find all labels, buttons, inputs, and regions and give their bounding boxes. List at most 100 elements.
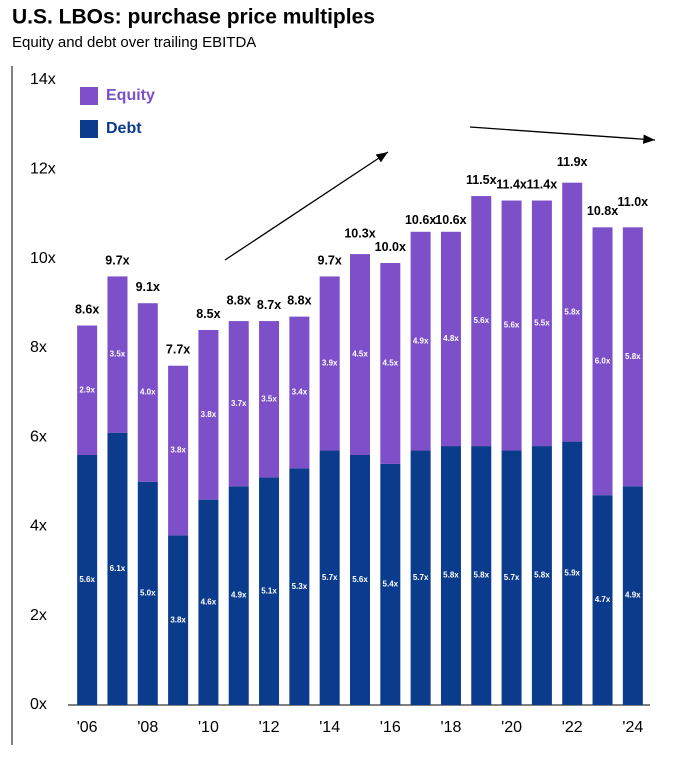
value-label: 5.7x (504, 573, 520, 582)
y-tick-label: 10x (30, 250, 56, 267)
x-tick-label: '14 (319, 719, 340, 736)
bar-segment (77, 325, 98, 455)
total-label: 10.3x (344, 226, 375, 240)
value-label: 5.3x (292, 582, 308, 591)
x-tick-label: '08 (137, 719, 158, 736)
bar-segment (198, 330, 219, 500)
total-label: 8.8x (287, 293, 311, 307)
trend-arrow (469, 126, 656, 144)
total-label: 11.4x (496, 177, 527, 191)
total-label: 11.9x (557, 155, 588, 169)
bar-segment (592, 495, 613, 705)
x-tick-label: '20 (501, 719, 522, 736)
value-label: 6.1x (110, 564, 126, 573)
total-label: 11.0x (618, 195, 649, 209)
total-label: 8.5x (196, 307, 220, 321)
value-label: 3.7x (231, 399, 247, 408)
bar-segment (440, 231, 461, 447)
value-label: 5.0x (140, 589, 156, 598)
value-label: 5.8x (443, 571, 459, 580)
bar-segment (531, 446, 552, 705)
total-label: 10.6x (435, 213, 466, 227)
bar-segment (410, 450, 431, 705)
x-tick-label: '18 (441, 719, 462, 736)
total-label: 9.7x (318, 253, 342, 267)
value-label: 3.5x (110, 350, 126, 359)
value-label: 5.8x (625, 352, 641, 361)
value-label: 5.6x (504, 321, 520, 330)
total-label: 9.1x (136, 280, 160, 294)
total-label: 8.6x (75, 302, 99, 316)
bar-segment (168, 535, 189, 705)
x-tick-label: '10 (198, 719, 219, 736)
bar-segment (380, 263, 401, 464)
total-label: 10.8x (587, 204, 618, 218)
bar-segment (77, 455, 98, 705)
y-tick-label: 0x (30, 696, 47, 713)
trend-arrow (224, 151, 389, 261)
value-label: 3.9x (322, 359, 338, 368)
value-label: 4.0x (140, 388, 156, 397)
value-label: 4.9x (231, 591, 247, 600)
bar-segment (137, 303, 158, 482)
x-tick-label: '24 (622, 719, 643, 736)
y-tick-label: 6x (30, 428, 47, 445)
legend-label: Equity (106, 87, 155, 104)
x-tick-label: '22 (562, 719, 583, 736)
value-label: 4.7x (595, 595, 611, 604)
value-label: 5.9x (564, 568, 580, 577)
total-label: 11.4x (527, 177, 558, 191)
bar-segment (228, 321, 249, 487)
bar-segment (592, 227, 613, 496)
bar-segment (228, 486, 249, 705)
bar-segment (562, 182, 583, 442)
bar-segment (319, 450, 340, 705)
value-label: 5.6x (352, 575, 368, 584)
total-label: 7.7x (166, 343, 190, 357)
total-label: 8.7x (257, 298, 281, 312)
total-label: 10.6x (405, 213, 436, 227)
bar-segment (501, 200, 522, 451)
bar-segment (440, 446, 461, 705)
x-tick-label: '06 (77, 719, 98, 736)
value-label: 5.7x (322, 573, 338, 582)
legend-label: Debt (106, 120, 142, 137)
y-tick-label: 12x (30, 161, 56, 178)
value-label: 6.0x (595, 356, 611, 365)
value-label: 2.9x (79, 385, 95, 394)
bar-segment (259, 477, 280, 705)
value-label: 5.8x (473, 571, 489, 580)
value-label: 3.8x (201, 410, 217, 419)
bar-segment (622, 486, 643, 705)
value-label: 5.4x (383, 580, 399, 589)
value-label: 5.1x (261, 586, 277, 595)
bar-segment (501, 450, 522, 705)
value-label: 3.8x (170, 615, 186, 624)
bar-segment (562, 441, 583, 705)
x-tick-label: '12 (259, 719, 280, 736)
bar-segment (380, 463, 401, 705)
bar-segment (350, 455, 370, 705)
value-label: 3.4x (292, 388, 308, 397)
value-label: 5.7x (413, 573, 429, 582)
value-label: 3.5x (261, 394, 277, 403)
total-label: 8.8x (227, 293, 251, 307)
y-tick-label: 4x (30, 518, 47, 535)
value-label: 4.9x (413, 336, 429, 345)
bar-segment (289, 316, 310, 469)
bar-segment (319, 276, 340, 451)
chart-subtitle: Equity and debt over trailing EBITDA (12, 34, 256, 51)
bar-segment (107, 276, 128, 433)
bar-segment (622, 227, 643, 487)
value-label: 5.8x (564, 307, 580, 316)
total-label: 11.5x (466, 173, 497, 187)
bar-segment (107, 432, 128, 705)
bar-segment (198, 499, 219, 705)
value-label: 5.5x (534, 318, 550, 327)
value-label: 4.5x (352, 350, 368, 359)
value-label: 5.8x (534, 571, 550, 580)
value-label: 4.6x (201, 597, 217, 606)
value-label: 4.5x (383, 359, 399, 368)
